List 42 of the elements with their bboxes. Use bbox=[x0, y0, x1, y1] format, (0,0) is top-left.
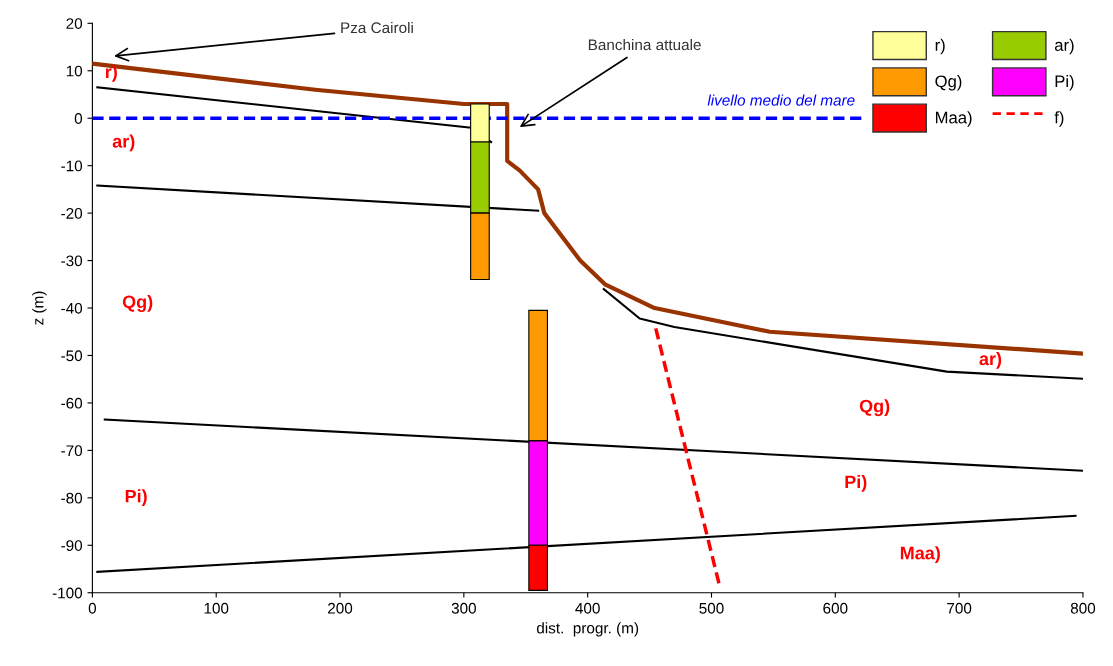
y-tick-label: -40 bbox=[61, 302, 83, 314]
y-tick-label: 10 bbox=[66, 65, 83, 77]
annotation: Qg) bbox=[859, 399, 890, 417]
annotation: ar) bbox=[112, 134, 135, 152]
x-tick-label: 300 bbox=[451, 602, 476, 614]
legend-label: ar) bbox=[1054, 38, 1074, 55]
y-tick-label: -20 bbox=[61, 207, 83, 219]
y-tick-label: -70 bbox=[61, 445, 83, 457]
annotation: r) bbox=[105, 65, 117, 82]
x-tick-label: 400 bbox=[575, 602, 600, 614]
y-tick-label: -90 bbox=[61, 540, 83, 551]
x-tick-label: 500 bbox=[699, 602, 724, 614]
annotation: Pza Cairoli bbox=[341, 21, 413, 34]
y-tick-label: 20 bbox=[66, 18, 83, 29]
annotation: ar) bbox=[979, 352, 1002, 369]
x-tick-label: 800 bbox=[1070, 602, 1096, 614]
legend-label: Maa) bbox=[935, 111, 972, 127]
x-axis-title: dist. progr. (m) bbox=[536, 622, 639, 637]
y-tick-label: 0 bbox=[74, 113, 83, 124]
y-tick-label: -100 bbox=[52, 587, 83, 599]
legend-label: Pi) bbox=[1055, 74, 1074, 91]
annotation: Banchina attuale bbox=[588, 38, 701, 51]
series-label: livello medio del mare bbox=[707, 94, 855, 106]
y-tick-label: -60 bbox=[61, 397, 83, 409]
x-tick-label: 100 bbox=[204, 602, 229, 614]
annotation: Maa) bbox=[900, 546, 940, 563]
y-tick-label: -50 bbox=[61, 350, 83, 362]
line-series bbox=[602, 288, 1083, 380]
legend-label: f) bbox=[1054, 111, 1064, 127]
x-tick-label: 0 bbox=[88, 602, 97, 614]
y-axis-title: z (m) bbox=[32, 291, 47, 325]
x-tick-label: 600 bbox=[823, 602, 848, 614]
x-tick-label: 200 bbox=[328, 602, 353, 614]
annotation: Pi) bbox=[125, 489, 147, 507]
x-tick-label: 700 bbox=[947, 602, 972, 614]
annotation: Qg) bbox=[122, 295, 153, 312]
y-tick-label: -30 bbox=[61, 255, 83, 267]
annotation: Pi) bbox=[845, 474, 867, 492]
legend-label: r) bbox=[935, 38, 945, 55]
y-tick-label: -80 bbox=[61, 492, 83, 504]
legend-label: Qg) bbox=[935, 74, 962, 91]
y-tick-label: -10 bbox=[61, 160, 83, 172]
